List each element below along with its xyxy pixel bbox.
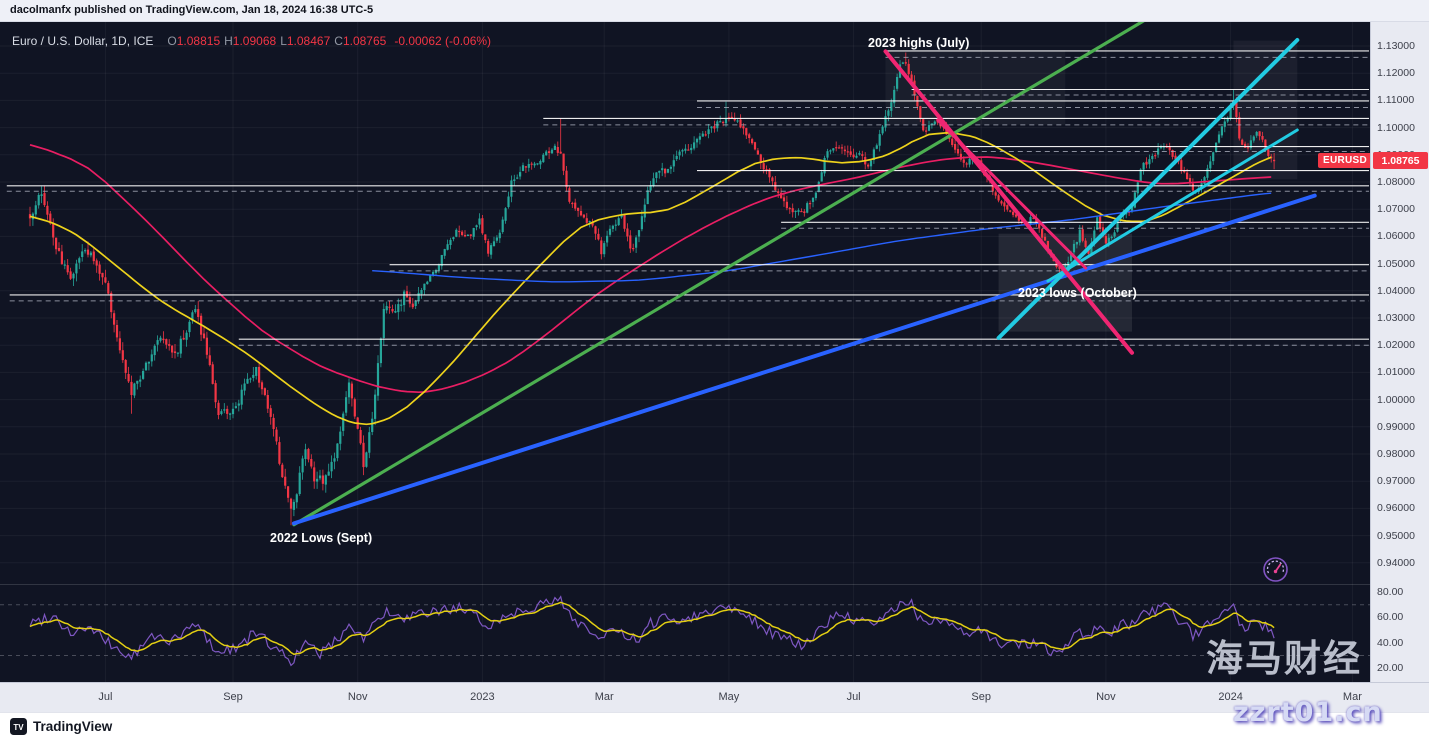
trendlines-layer[interactable] (291, 22, 1317, 527)
last-price-badge: 1.08765 (1373, 152, 1428, 169)
time-axis-label: Jul (98, 691, 113, 703)
time-axis-label: Sep (223, 691, 243, 703)
technicals-gauge-icon[interactable] (1262, 556, 1289, 583)
time-axis-label: 2024 (1218, 691, 1243, 703)
ohlc-high-value: 1.09068 (232, 34, 277, 48)
footer-bar: TV TradingView (0, 712, 1429, 739)
time-axis[interactable]: Jul Sep Nov 2023 Mar May Jul Sep Nov 2024 Mar (0, 682, 1429, 712)
price-axis-label: 1.07000 (1377, 203, 1415, 216)
price-axis-label: 1.00000 (1377, 393, 1415, 406)
ohlc-close-value: 1.08765 (342, 34, 387, 48)
main-chart-svg[interactable] (0, 22, 1370, 584)
price-axis-label: 1.13000 (1377, 40, 1415, 52)
rsi-lines-layer (29, 595, 1275, 667)
price-axis-label: 0.94000 (1377, 556, 1415, 569)
snapshot-header: dacolmanfx published on TradingView.com,… (0, 0, 1429, 22)
annotation-2023-highs[interactable]: 2023 highs (July) (868, 36, 970, 50)
time-axis-label: Mar (594, 691, 614, 703)
price-line-symbol-tag: EURUSD (1318, 153, 1370, 168)
price-axis-label: 0.98000 (1377, 448, 1415, 460)
watermark-url: zzrt01.cn (1233, 697, 1383, 728)
rsi-axis-label: 80.00 (1377, 586, 1404, 598)
price-axis-label: 0.96000 (1377, 502, 1415, 515)
rsi-grid-layer (0, 584, 1370, 682)
tradingview-logo-icon[interactable]: TV (10, 717, 27, 735)
price-axis-label: 1.01000 (1377, 366, 1415, 379)
price-axis-label: 1.08000 (1377, 176, 1415, 188)
price-axis-label: 1.03000 (1377, 312, 1415, 324)
svg-text:TV: TV (13, 723, 24, 732)
price-axis-label: 1.04000 (1377, 284, 1415, 297)
ohlc-high-label: H (224, 34, 233, 48)
ohlc-close-label: C (334, 34, 343, 48)
candles-layer (28, 52, 1276, 526)
rsi-axis-label: 60.00 (1377, 611, 1404, 624)
price-axis-label: 1.10000 (1377, 121, 1415, 134)
publisher-line: dacolmanfx published on TradingView.com,… (10, 4, 374, 16)
symbol-legend: Euro / U.S. Dollar, 1D, ICE O1.08815 H1.09… (12, 34, 491, 48)
watermark-cjk: 海马财经 (1206, 637, 1362, 680)
rsi-pane-svg[interactable] (0, 584, 1370, 682)
time-axis-label: Sep (971, 691, 991, 703)
price-axis-label: 0.95000 (1377, 529, 1415, 542)
price-axis-label: 1.02000 (1377, 339, 1415, 352)
time-axis-label: May (718, 691, 740, 703)
ohlc-low-label: L (280, 34, 287, 48)
time-axis-label: Jul (846, 691, 861, 703)
price-axis-label: 0.99000 (1377, 420, 1415, 433)
ohlc-low-value: 1.08467 (286, 34, 331, 48)
rsi-axis-label: 40.00 (1377, 636, 1404, 649)
time-axis-label: 2023 (470, 691, 495, 703)
support-resistance-levels[interactable] (6, 50, 1369, 346)
price-axis-label: 1.05000 (1377, 257, 1415, 270)
time-axis-label: Mar (1342, 691, 1362, 703)
annotation-2023-lows[interactable]: 2023 lows (October) (1018, 286, 1137, 300)
price-axis-label: 0.97000 (1377, 475, 1415, 488)
tradingview-wordmark[interactable]: TradingView (33, 718, 113, 734)
highlight-boxes (885, 40, 1298, 332)
symbol-title[interactable]: Euro / U.S. Dollar, 1D, ICE (12, 34, 154, 48)
ohlc-open-value: 1.08815 (176, 34, 221, 48)
price-axis-label: 1.12000 (1377, 67, 1415, 80)
time-axis-label: Nov (347, 691, 368, 703)
time-axis-label: Nov (1096, 691, 1116, 703)
price-axis[interactable]: 1.08765 1.130001.120001.110001.100001.09… (1370, 22, 1429, 682)
rsi-axis-label: 20.00 (1377, 662, 1404, 675)
annotation-2022-lows[interactable]: 2022 Lows (Sept) (270, 531, 373, 545)
chart-canvas[interactable]: Euro / U.S. Dollar, 1D, ICE O1.08815 H1.09… (0, 22, 1370, 682)
change-value: -0.00062 (-0.06%) (394, 34, 492, 48)
price-axis-label: 1.06000 (1377, 230, 1415, 243)
grid-layer (0, 22, 1370, 584)
price-axis-label: 1.11000 (1377, 94, 1415, 107)
ohlc-open-label: O (167, 34, 177, 48)
